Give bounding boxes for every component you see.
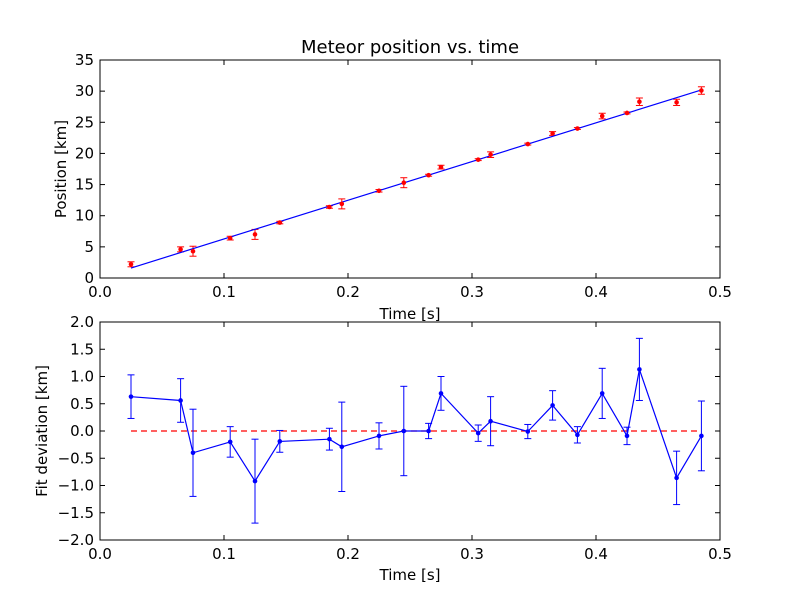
data-point	[128, 261, 134, 267]
data-point	[339, 444, 345, 450]
y-tick-label: 25	[75, 113, 94, 131]
y-tick-label: 15	[75, 176, 94, 194]
data-point	[327, 204, 332, 210]
data-point	[488, 418, 493, 424]
data-point	[550, 131, 555, 136]
data-point	[190, 248, 196, 254]
data-point	[426, 172, 431, 178]
chart-title: Meteor position vs. time	[301, 37, 519, 58]
fit-line	[130, 89, 702, 269]
y-tick-label: 0.0	[70, 422, 94, 440]
x-axis-label: Time [s]	[379, 305, 441, 323]
x-tick-label: 0.0	[88, 283, 112, 301]
data-point	[475, 430, 481, 436]
data-point	[575, 432, 580, 438]
y-tick-label: −0.5	[58, 449, 94, 467]
position-marks: 0.0 0.1 0.2 0.3 0.4 0.5 0 5 10 15 20 25 30 35	[75, 51, 732, 301]
data-point	[637, 99, 642, 105]
data-point	[376, 433, 382, 439]
data-point	[674, 100, 679, 105]
data-point	[624, 110, 630, 116]
y-tick-label: −1.0	[58, 477, 94, 495]
data-point	[401, 180, 407, 186]
deviation-line	[130, 367, 702, 483]
data-point	[252, 478, 258, 484]
data-point	[525, 141, 531, 147]
y-tick-label: 1.0	[70, 368, 94, 386]
y-tick-label: 10	[75, 207, 94, 225]
data-point	[624, 433, 630, 439]
y-tick-label: 1.5	[70, 340, 94, 358]
data-point	[327, 436, 332, 442]
position-chart: Meteor position vs. time Time [s] Positi…	[52, 37, 732, 323]
data-point	[426, 428, 431, 434]
x-tick-label: 0.4	[584, 545, 608, 563]
data-point	[227, 439, 233, 445]
x-tick-label: 0.3	[460, 545, 484, 563]
data-point	[550, 403, 555, 408]
data-point	[178, 398, 183, 403]
y-axis-label: Fit deviation [km]	[33, 365, 51, 497]
x-tick-label: 0.5	[708, 545, 732, 563]
deviation-chart: Time [s] Fit deviation [km] 0.0 0.1 0.2 0.3…	[33, 313, 732, 584]
x-tick-label: 0.2	[336, 283, 360, 301]
y-tick-label: 5	[84, 238, 94, 256]
y-tick-label: −1.5	[58, 504, 94, 522]
data-point	[190, 450, 196, 456]
deviation-marks: 0.0 0.1 0.2 0.3 0.4 0.5 −2.0 −1.5 −1.0 −0.5 0.0 0.5…	[58, 313, 732, 563]
data-point	[438, 164, 444, 170]
y-tick-label: 0.5	[70, 395, 94, 413]
data-point	[438, 391, 444, 396]
x-tick-label: 0.2	[336, 545, 360, 563]
plot-frame	[99, 321, 721, 541]
x-tick-label: 0.0	[88, 545, 112, 563]
x-tick-label: 0.4	[584, 283, 608, 301]
y-tick-label: 20	[75, 144, 94, 162]
data-point	[637, 367, 642, 372]
x-axis-label: Time [s]	[379, 566, 441, 584]
data-point	[376, 188, 382, 194]
y-tick-label: 0	[84, 269, 94, 287]
data-point	[128, 394, 134, 399]
data-point	[599, 391, 605, 396]
data-point	[339, 201, 345, 207]
x-tick-label: 0.1	[212, 283, 236, 301]
data-point	[699, 433, 704, 439]
y-tick-label: 2.0	[70, 313, 94, 331]
data-point	[277, 220, 283, 225]
y-tick-label: 35	[75, 51, 94, 69]
data-point	[475, 157, 481, 162]
y-tick-label: −2.0	[58, 531, 94, 549]
data-point	[525, 429, 531, 434]
data-point	[599, 113, 605, 119]
x-tick-label: 0.5	[708, 283, 732, 301]
y-tick-label: 30	[75, 82, 94, 100]
x-tick-label: 0.3	[460, 283, 484, 301]
data-point	[252, 232, 258, 237]
data-point	[277, 439, 283, 444]
data-point	[699, 88, 704, 93]
data-point	[227, 235, 233, 241]
data-point	[674, 475, 679, 481]
x-tick-label: 0.1	[212, 545, 236, 563]
data-point	[178, 247, 183, 252]
plot-frame	[99, 59, 721, 279]
data-point	[575, 126, 580, 131]
data-point	[401, 428, 407, 434]
y-axis-label: Position [km]	[52, 120, 70, 218]
data-point	[488, 152, 493, 157]
